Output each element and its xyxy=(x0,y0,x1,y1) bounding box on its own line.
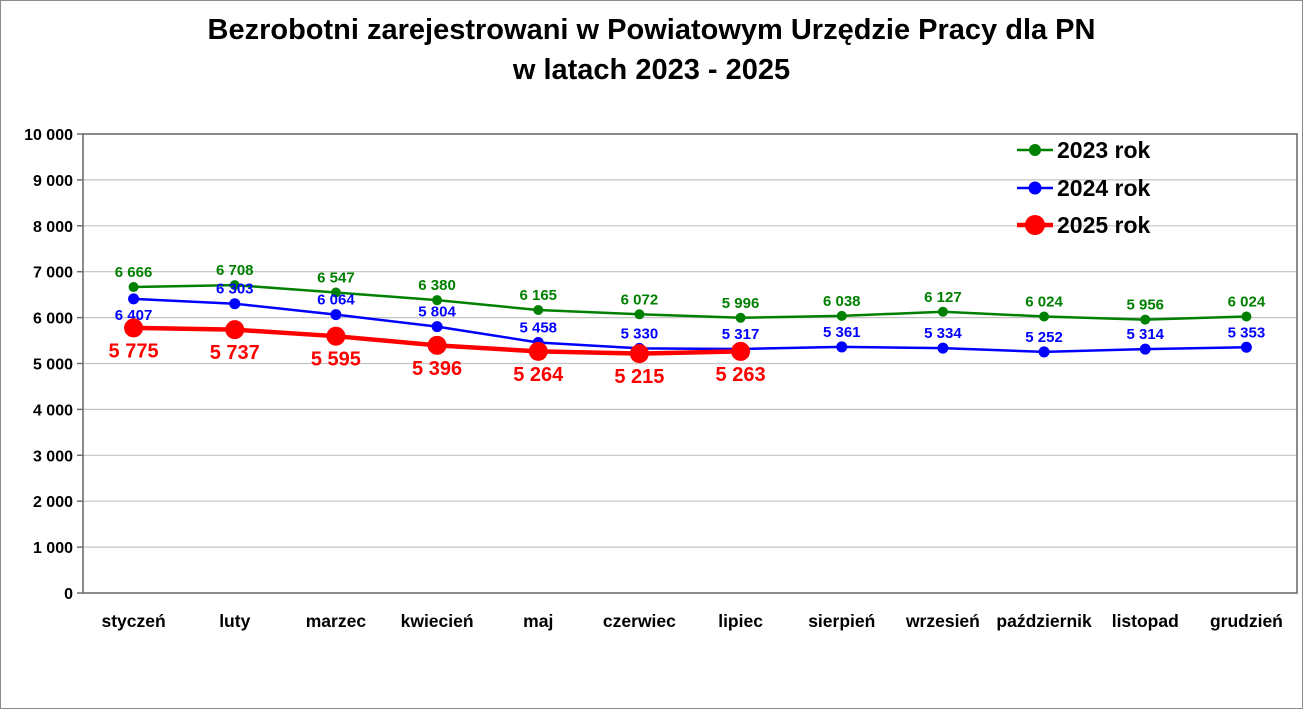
legend-marker xyxy=(1025,215,1045,235)
series-2024-value-label: 5 334 xyxy=(924,325,962,342)
x-axis-label: listopad xyxy=(1112,611,1179,631)
series-2024-line xyxy=(132,297,1248,354)
series-2024-value-label: 5 458 xyxy=(519,319,557,336)
series-2023-marker xyxy=(836,310,847,321)
series-2023-marker xyxy=(432,295,443,306)
series-2023-value-label: 6 038 xyxy=(823,293,861,310)
x-axis-label: kwiecień xyxy=(401,611,474,631)
x-axis-label: wrzesień xyxy=(905,611,980,631)
y-axis-tick-label: 2 000 xyxy=(33,494,73,511)
series-2024-value-label: 5 804 xyxy=(418,304,456,321)
series-2023-value-label: 5 996 xyxy=(722,295,760,312)
y-axis-tick-label: 1 000 xyxy=(33,540,73,557)
series-2024-marker xyxy=(836,341,848,353)
series-2023-value-label: 6 380 xyxy=(418,277,456,294)
series-2025-marker xyxy=(225,320,245,340)
series-2023-marker xyxy=(937,306,948,317)
series-2023-value-label: 6 024 xyxy=(1025,293,1063,310)
series-2023-marker xyxy=(330,287,341,298)
series-2023-value-label: 5 956 xyxy=(1126,297,1164,314)
series-2024-value-label: 5 317 xyxy=(722,326,760,343)
series-2024-value-label: 6 303 xyxy=(216,281,254,298)
series-2025-marker xyxy=(731,341,751,361)
series-2024-value-label: 5 252 xyxy=(1025,329,1063,346)
series-2025-marker xyxy=(326,326,346,346)
y-axis-tick-label: 5 000 xyxy=(33,357,73,374)
series-2024-marker xyxy=(128,293,140,305)
series-2025-value-label: 5 775 xyxy=(109,340,159,362)
series-2025-value-label: 5 737 xyxy=(210,342,260,364)
series-2023-marker xyxy=(533,305,544,316)
series-2025-value-label: 5 595 xyxy=(311,349,361,371)
y-axis-tick-label: 3 000 xyxy=(33,448,73,465)
x-axis-label: luty xyxy=(219,611,250,631)
series-2024-value-label: 5 353 xyxy=(1228,324,1266,341)
series-2025-marker xyxy=(528,341,548,361)
y-axis-tick-label: 9 000 xyxy=(33,173,73,190)
x-axis-label: sierpień xyxy=(808,611,875,631)
series-2024-value-label: 5 361 xyxy=(823,324,861,341)
series-2023-marker xyxy=(1241,311,1252,322)
series-2023-value-label: 6 547 xyxy=(317,269,355,286)
x-axis-label: maj xyxy=(523,611,553,631)
series-2025-value-label: 5 215 xyxy=(614,366,664,388)
x-axis-label: grudzień xyxy=(1210,611,1283,631)
series-2023-marker xyxy=(1039,311,1050,322)
chart-title-line2: w latach 2023 - 2025 xyxy=(512,54,791,86)
series-2023-value-label: 6 165 xyxy=(519,287,557,304)
legend-label: 2025 rok xyxy=(1057,212,1151,238)
series-2024-value-label: 5 330 xyxy=(621,325,659,342)
series-2024-marker xyxy=(330,309,342,321)
legend-label: 2024 rok xyxy=(1057,175,1151,201)
series-2024-marker xyxy=(1240,341,1252,353)
series-2025-marker xyxy=(629,344,649,364)
series-2024-marker xyxy=(1038,346,1050,358)
series-2023-value-label: 6 024 xyxy=(1228,293,1266,310)
series-2024-value-label: 6 064 xyxy=(317,292,355,309)
legend-marker xyxy=(1029,144,1041,156)
legend-label: 2023 rok xyxy=(1057,137,1151,163)
chart-title-line1: Bezrobotni zarejestrowani w Powiatowym U… xyxy=(207,14,1096,46)
chart-title: Bezrobotni zarejestrowani w Powiatowym U… xyxy=(1,10,1302,90)
series-2025-marker xyxy=(124,318,144,338)
series-2023-value-label: 6 072 xyxy=(621,291,659,308)
series-2023-marker xyxy=(1140,314,1151,325)
series-2024-marker xyxy=(937,342,949,354)
x-axis-label: czerwiec xyxy=(603,611,676,631)
series-2023-value-label: 6 708 xyxy=(216,262,254,279)
series-2023-line xyxy=(132,283,1248,321)
legend-item-2023: 2023 rok xyxy=(1017,137,1151,163)
series-2023-value-label: 6 127 xyxy=(924,289,962,306)
series-2025-marker xyxy=(427,335,447,355)
series-2025-value-label: 5 396 xyxy=(412,358,462,380)
x-axis-label: marzec xyxy=(306,611,367,631)
series-2023-marker xyxy=(735,312,746,323)
series-2024-marker xyxy=(229,298,241,310)
series-2024-marker xyxy=(431,321,443,333)
series-2024-marker xyxy=(1139,343,1151,355)
y-axis-tick-label: 10 000 xyxy=(24,127,73,144)
legend-marker xyxy=(1028,181,1042,195)
series-2023-marker xyxy=(229,280,240,291)
legend-item-2025: 2025 rok xyxy=(1017,212,1151,238)
y-axis-tick-label: 8 000 xyxy=(33,219,73,236)
y-axis-tick-label: 6 000 xyxy=(33,311,73,328)
y-axis-tick-label: 4 000 xyxy=(33,402,73,419)
x-axis-label: lipiec xyxy=(718,611,763,631)
series-2023-marker xyxy=(128,282,139,293)
series-2024-value-label: 5 314 xyxy=(1126,326,1164,343)
series-2023-marker xyxy=(634,309,645,320)
x-axis-label: styczeń xyxy=(101,611,165,631)
series-2024-value-label: 6 407 xyxy=(115,307,153,324)
x-axis-label: październik xyxy=(996,611,1092,631)
legend-item-2024: 2024 rok xyxy=(1017,175,1151,201)
y-axis-tick-label: 7 000 xyxy=(33,265,73,282)
series-2023-value-label: 6 666 xyxy=(115,264,153,281)
series-2025-value-label: 5 264 xyxy=(513,364,564,386)
series-2025-value-label: 5 263 xyxy=(716,364,766,386)
y-axis-tick-label: 0 xyxy=(64,586,73,603)
